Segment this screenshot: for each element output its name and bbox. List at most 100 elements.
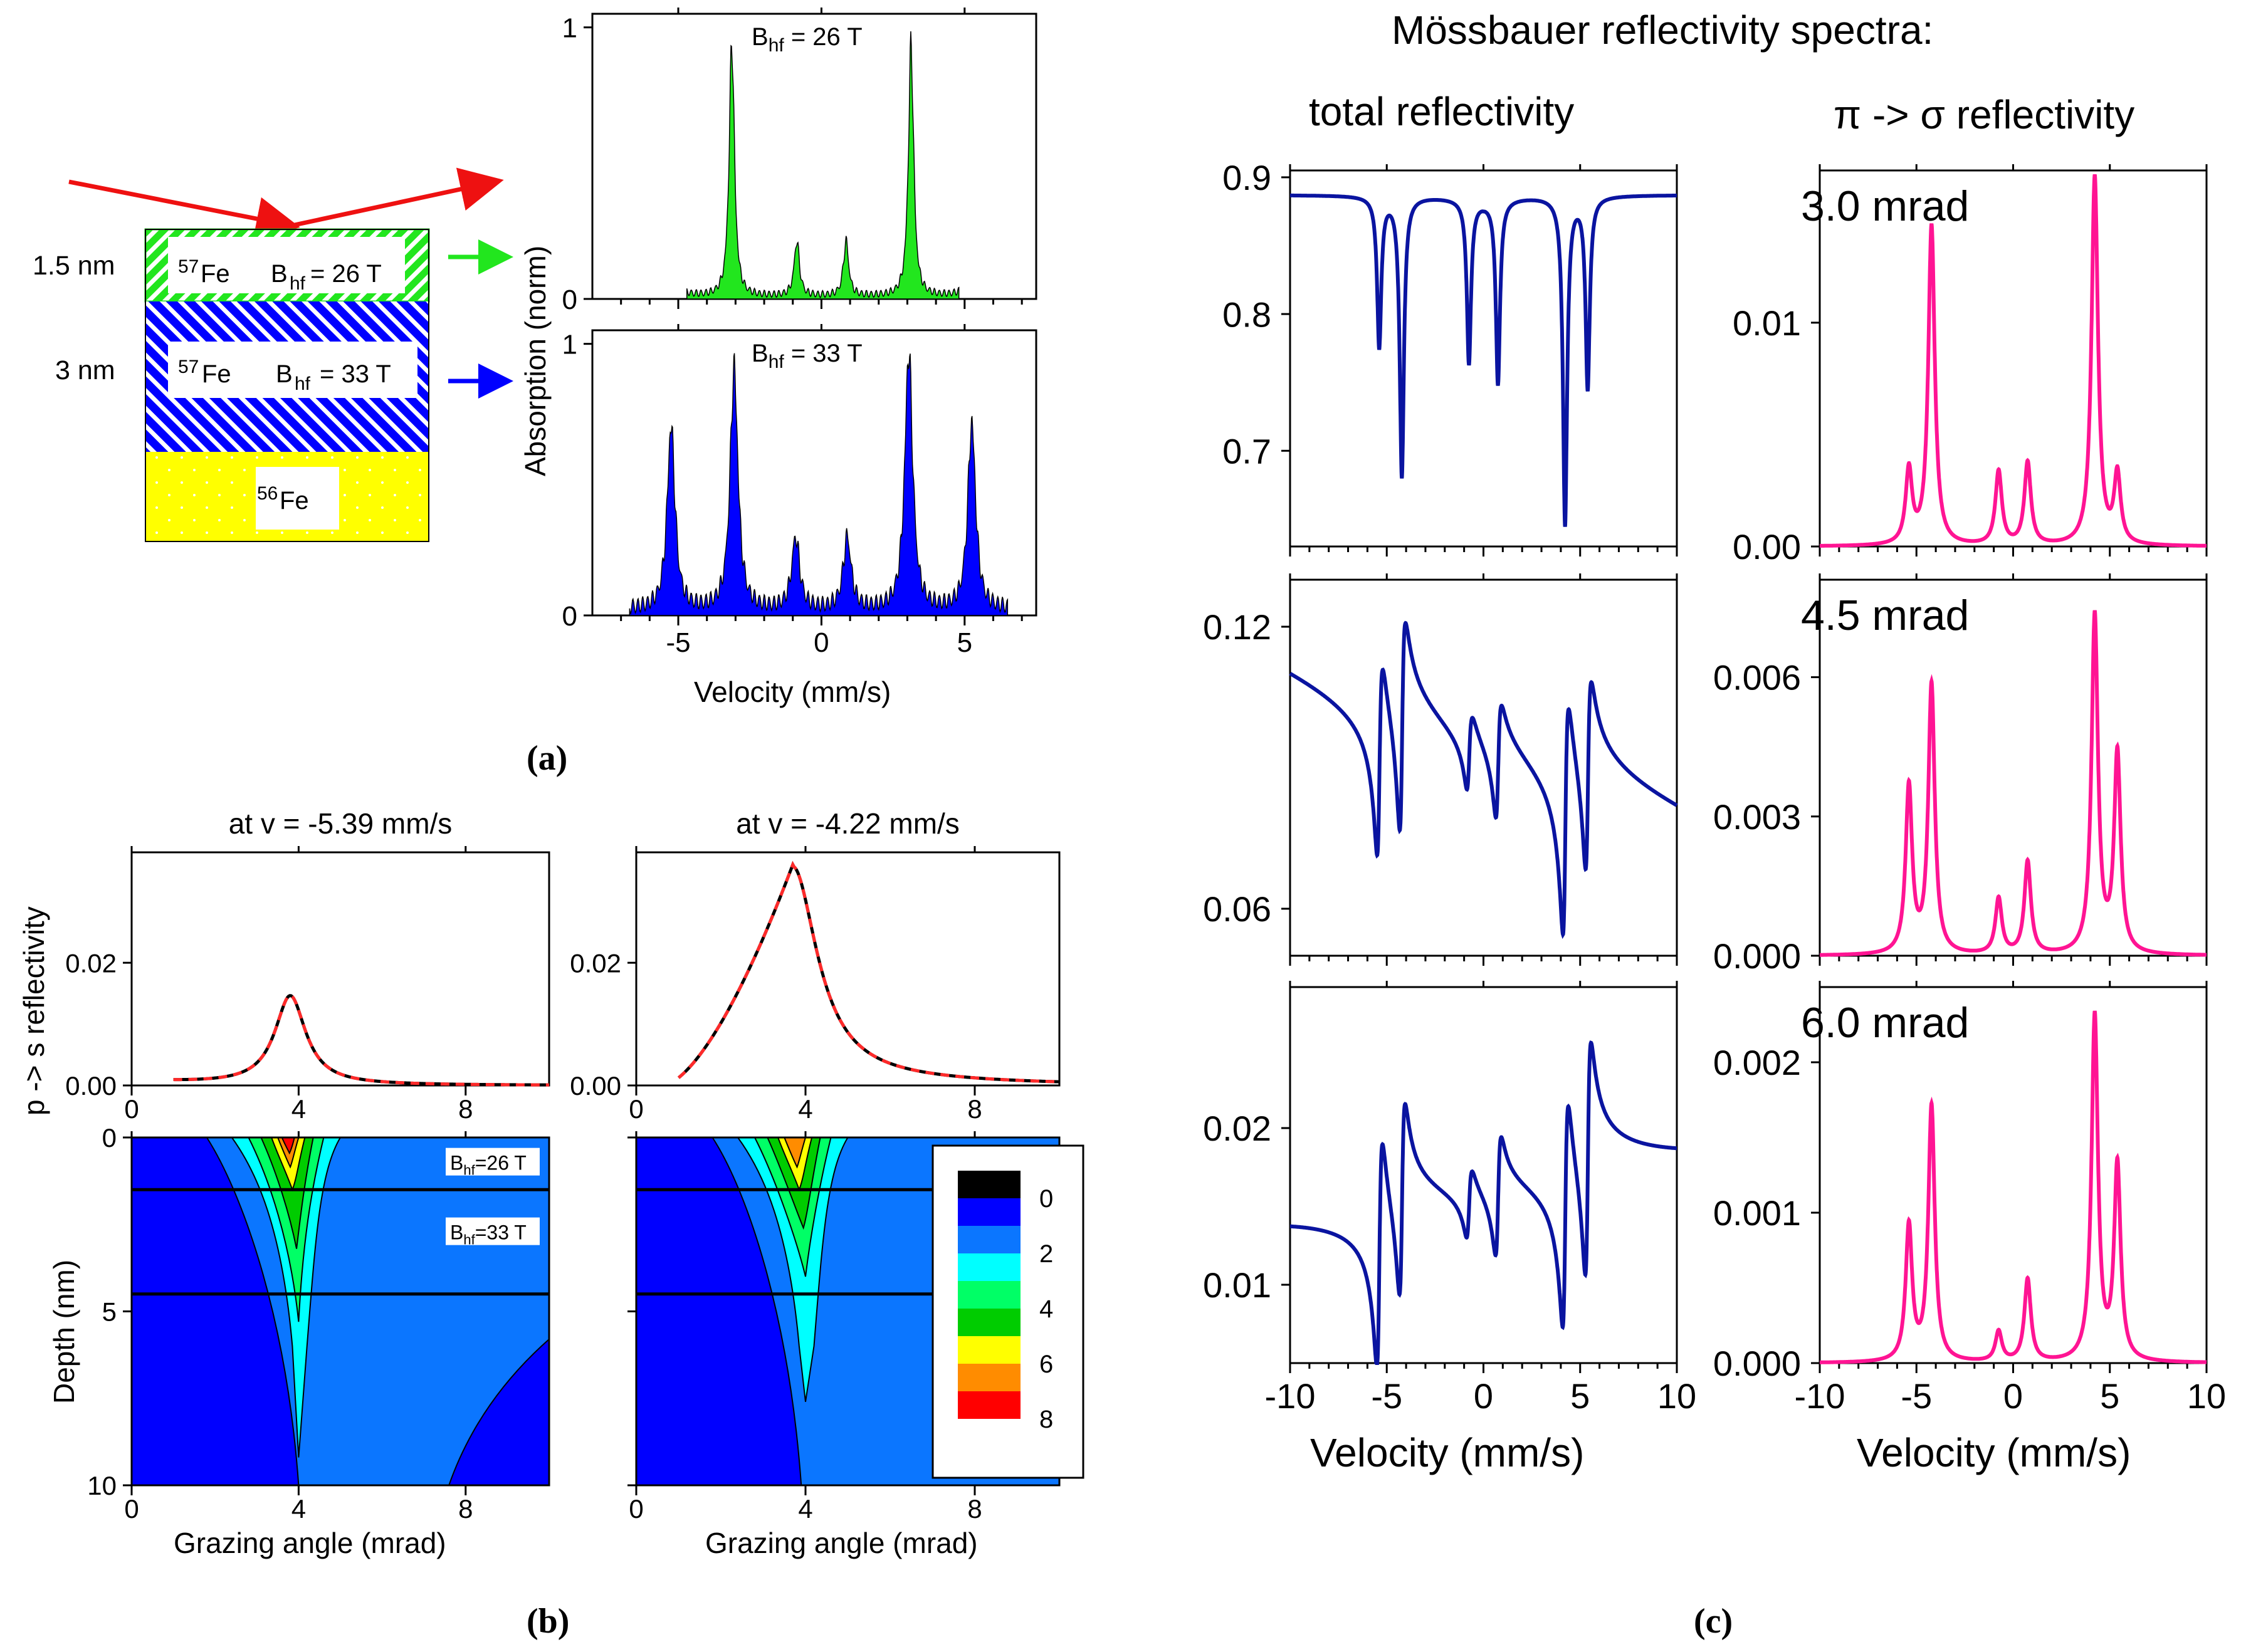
contour-level-2: [737, 1137, 849, 1402]
layer2-field-sub: hf: [295, 374, 311, 394]
annotation-box: [446, 1148, 540, 1176]
legend-swatch: [958, 1198, 1021, 1226]
x-tick-label: 0: [814, 627, 829, 658]
legend-swatch: [958, 1391, 1021, 1419]
mossbauer-reflectivity-panels: Mössbauer reflectivity spectra: total re…: [1203, 8, 2226, 1475]
b-xlabel-left: Grazing angle (mrad): [174, 1527, 446, 1559]
b-depth-ylabel: Depth (nm): [48, 1260, 80, 1404]
layer1-field: B: [271, 260, 288, 288]
total-reflectivity-plot: 0.06 0.12: [1203, 573, 1678, 966]
y-tick-label: 0: [562, 285, 577, 315]
total-reflectivity-plot: -10 -5 0 5 10 0.01 0.02: [1203, 981, 1696, 1416]
y-tick-label: 0.02: [65, 948, 117, 978]
x-tick-label: 10: [2187, 1376, 2226, 1416]
x-tick-label: 8: [967, 1494, 982, 1524]
y-tick-label: 0.006: [1713, 658, 1801, 698]
legend-label: 2: [1039, 1240, 1053, 1268]
y-tick-label: 0.00: [570, 1071, 621, 1100]
plot-frame: [130, 1136, 550, 1487]
annot-val: =33 T: [475, 1221, 527, 1244]
y-tick-label: 0.003: [1713, 797, 1801, 837]
y-tick-label: 0: [562, 601, 577, 632]
total-reflectivity-plot: 0.7 0.8 0.9: [1222, 158, 1678, 557]
x-tick-label: 0: [2003, 1376, 2023, 1416]
title-sub: hf: [769, 35, 785, 56]
x-tick-label: 0: [1474, 1376, 1493, 1416]
x-tick-label: 0: [629, 1094, 643, 1124]
reflectivity-curve-solid: [677, 860, 1060, 1084]
contour-level-2: [230, 1137, 342, 1458]
legend-swatch: [958, 1309, 1021, 1336]
annot-b: B: [450, 1152, 463, 1174]
annot-b: B: [450, 1221, 463, 1244]
absorption-area: [686, 31, 960, 300]
y-tick-label: 0.00: [1733, 527, 1801, 567]
total-reflectivity-curve: [1290, 1040, 1677, 1365]
y-tick-label: 0.002: [1713, 1043, 1801, 1082]
x-tick-label: 0: [124, 1094, 139, 1124]
annot-sub: hf: [463, 1163, 475, 1178]
plot-frame: [1289, 578, 1678, 957]
y-tick-label: 1: [562, 13, 577, 44]
x-tick-label: 8: [458, 1494, 473, 1524]
layer3-element: Fe: [280, 487, 309, 515]
panel-label-a: (a): [527, 739, 567, 778]
angle-label: 4.5 mrad: [1801, 592, 1969, 639]
x-tick-label: 4: [291, 1494, 306, 1524]
y-tick-label: 0.02: [570, 948, 621, 978]
absorption-title: Bhf = 33 T: [752, 340, 863, 372]
panel-label-c: (c): [1694, 1602, 1733, 1641]
layer1-thickness: 1.5 nm: [33, 251, 115, 281]
panel-label-b: (b): [527, 1602, 569, 1641]
annot-val: =26 T: [475, 1152, 527, 1174]
layer2-thickness: 3 nm: [55, 355, 115, 385]
layer1-iso: 57: [178, 256, 199, 277]
plot-frame: [1289, 986, 1678, 1364]
legend-swatch: [958, 1226, 1021, 1253]
c-title: Mössbauer reflectivity spectra:: [1392, 8, 1933, 53]
field-annotation: Bhf=33 T: [450, 1221, 527, 1248]
c-xlabel-right: Velocity (mm/s): [1857, 1430, 2131, 1475]
annotation-box: [446, 1217, 540, 1245]
y-tick-label: 0: [102, 1123, 117, 1153]
curve-title: at v = -4.22 mm/s: [736, 807, 960, 840]
c-xlabel-left: Velocity (mm/s): [1310, 1430, 1584, 1475]
layer3-iso: 56: [257, 483, 278, 504]
y-tick-label: 0.9: [1222, 158, 1271, 197]
y-tick-label: 0.01: [1203, 1265, 1271, 1305]
layer2-element: Fe: [202, 360, 231, 388]
x-tick-label: 5: [2100, 1376, 2119, 1416]
b-xlabel-right: Grazing angle (mrad): [705, 1527, 978, 1559]
reflected-beam-arrow: [291, 167, 504, 228]
depth-contour-plot: 0 4 8 0 5 10 Bhf=26 T Bhf=33 T: [87, 1123, 550, 1524]
absorption-ylabel: Absorption (norm): [519, 246, 552, 476]
layer1-element: Fe: [201, 260, 230, 288]
reflectivity-curve-solid: [173, 994, 550, 1087]
x-tick-label: 0: [124, 1494, 139, 1524]
y-tick-label: 10: [87, 1471, 117, 1500]
pi-sigma-reflectivity-curve: [1820, 1010, 2207, 1364]
layer2-field-value: = 33 T: [320, 360, 391, 388]
y-tick-label: 0.7: [1222, 431, 1271, 471]
legend-swatch: [958, 1171, 1021, 1198]
reflectivity-angle-plot: 0 4 8 0.00 0.02 at v = -4.22 mm/s: [570, 807, 1061, 1124]
absorption-area: [629, 353, 1009, 616]
plot-frame: [130, 851, 550, 1087]
y-tick-label: 1: [562, 330, 577, 360]
schematic-outline: [145, 229, 429, 542]
y-tick-label: 0.01: [1733, 303, 1801, 343]
pi-sigma-reflectivity-curve: [1820, 174, 2207, 548]
y-tick-label: 0.000: [1713, 936, 1801, 976]
layer1-field-value: = 26 T: [310, 260, 382, 288]
y-tick-label: 0.02: [1203, 1109, 1271, 1148]
velocity-xlabel-a: Velocity (mm/s): [694, 676, 891, 708]
y-tick-label: 0.8: [1222, 295, 1271, 334]
legend-swatch: [958, 1364, 1021, 1391]
y-tick-label: 5: [102, 1297, 117, 1327]
legend-swatch: [958, 1253, 1021, 1281]
title-sub: hf: [769, 352, 785, 372]
angle-label: 3.0 mrad: [1801, 182, 1969, 230]
